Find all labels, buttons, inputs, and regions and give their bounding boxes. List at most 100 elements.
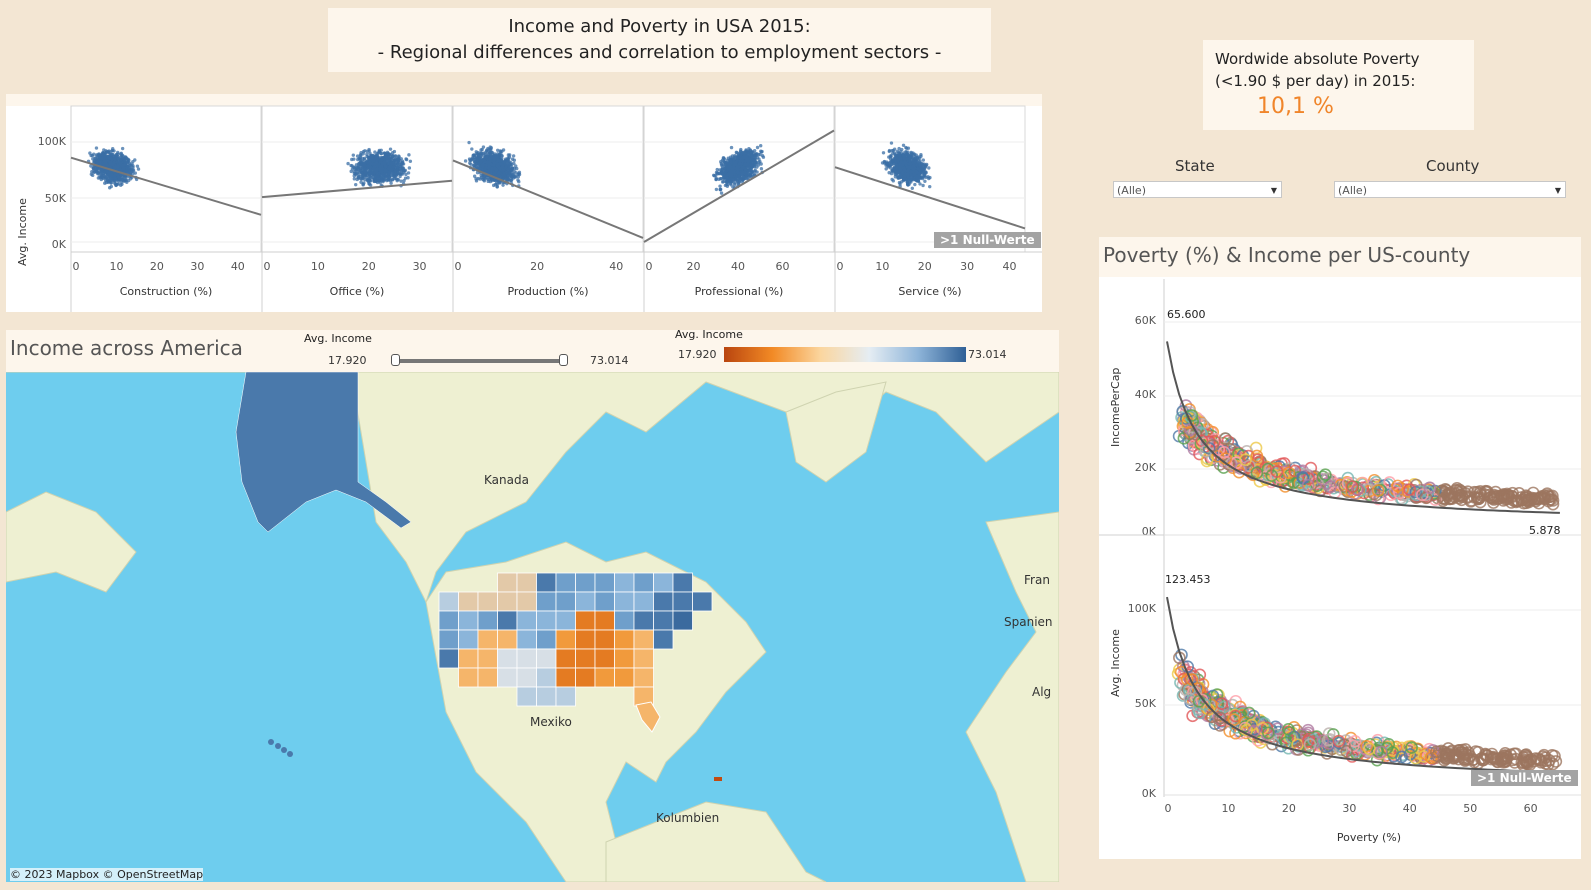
us-state (594, 648, 615, 669)
sector-point (891, 179, 895, 183)
us-state (633, 610, 654, 631)
state-dropdown-value: (Alle) (1117, 184, 1146, 197)
sector-point (898, 165, 902, 169)
sector-point (506, 167, 510, 172)
sector-point (359, 180, 363, 184)
sector-point (494, 168, 499, 172)
sector-point (94, 146, 99, 150)
sector-point (104, 150, 109, 154)
sector-point (389, 168, 393, 172)
sector-point (362, 166, 367, 170)
sector-point (922, 175, 926, 179)
sector-point (474, 179, 479, 183)
poverty-scatter-chart: IncomePerCap Avg. Income 60K 40K 20K 0K … (1099, 279, 1581, 844)
slider-handle-max[interactable] (559, 354, 568, 366)
us-state (516, 572, 537, 593)
us-state (633, 629, 654, 650)
sector-point (362, 173, 366, 177)
sector-point (724, 174, 729, 178)
us-state (497, 591, 518, 612)
sector-point (505, 158, 510, 162)
sector-point (359, 171, 364, 175)
us-state (516, 667, 537, 688)
sector-point (470, 147, 474, 151)
sector-point (362, 156, 367, 161)
slider-track[interactable] (396, 359, 564, 363)
us-state (653, 572, 674, 593)
us-state (497, 629, 518, 650)
sector-point (736, 174, 741, 179)
sector-point (900, 170, 905, 175)
sector-point (737, 154, 741, 158)
north-america-land (6, 372, 1059, 604)
sector-point (127, 166, 131, 170)
sector-x-tick: 40 (1003, 260, 1017, 273)
sector-point (402, 178, 406, 183)
sector-point (359, 177, 364, 181)
us-state (672, 591, 693, 612)
sector-point (490, 178, 494, 183)
us-state (614, 572, 635, 593)
sector-point (919, 153, 923, 157)
sector-point (916, 167, 920, 171)
sector-point (373, 150, 377, 154)
sector-point (490, 166, 494, 171)
us-state (653, 610, 674, 631)
sector-point (374, 161, 379, 165)
sector-point (367, 172, 372, 176)
sector-point (388, 147, 393, 151)
sector-point (383, 177, 387, 182)
us-state (516, 591, 537, 612)
sector-point (719, 191, 724, 195)
sector-point (355, 177, 359, 182)
poverty-panel: Poverty (%) & Income per US-county Incom… (1099, 237, 1581, 859)
us-state (594, 629, 615, 650)
sector-point (719, 160, 723, 164)
us-state (555, 667, 576, 688)
sector-point (725, 182, 729, 187)
sector-point (112, 157, 117, 161)
sector-point (914, 153, 918, 157)
sector-point (741, 170, 745, 174)
sector-point (920, 171, 925, 175)
sector-point (515, 166, 519, 171)
place-label: Spanien (1004, 615, 1053, 629)
sector-x-label: Construction (%) (120, 285, 213, 298)
sector-point (908, 159, 913, 164)
county-dropdown[interactable]: (Alle) ▼ (1334, 181, 1566, 198)
us-state (633, 591, 654, 612)
sector-point (753, 154, 757, 158)
slider-handle-min[interactable] (391, 354, 400, 366)
us-state (497, 667, 518, 688)
state-dropdown[interactable]: (Alle) ▼ (1113, 181, 1282, 198)
sector-point (123, 162, 128, 166)
sector-point (359, 150, 363, 155)
sector-x-tick: 10 (311, 260, 325, 273)
null-values-badge[interactable]: >1 Null-Werte (934, 232, 1041, 248)
us-state (516, 629, 537, 650)
asia-land (6, 491, 137, 593)
sector-point (378, 180, 383, 185)
sector-point (897, 154, 902, 158)
sector-point (731, 185, 735, 189)
sector-point (374, 179, 378, 183)
sector-point (497, 170, 501, 175)
sector-x-label: Service (%) (898, 285, 961, 298)
poverty-bottom-y-tick: 100K (1128, 602, 1157, 615)
sector-point (723, 163, 727, 167)
sector-x-tick: 30 (190, 260, 204, 273)
place-label: Alg (1032, 685, 1051, 699)
sector-point (510, 166, 515, 170)
sector-point (92, 159, 96, 164)
sector-point (396, 177, 401, 182)
us-state (653, 629, 674, 650)
sector-point (90, 173, 95, 178)
sector-point (395, 165, 400, 169)
sector-x-tick: 0 (264, 260, 271, 273)
sector-point (517, 170, 522, 175)
sector-point (901, 161, 905, 165)
sector-point (909, 178, 914, 182)
sector-point (721, 172, 725, 176)
sector-x-tick: 30 (413, 260, 427, 273)
